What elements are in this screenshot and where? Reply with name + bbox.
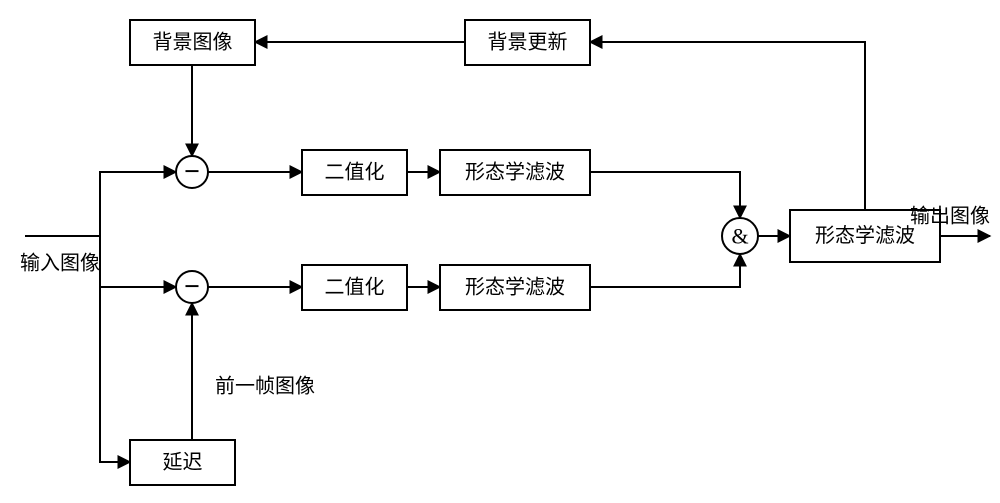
node-bgUpdate-label: 背景更新	[488, 31, 568, 54]
op-sub1: −	[176, 156, 208, 188]
node-morph3-label: 形态学滤波	[815, 224, 915, 247]
edge-input-to-sub2	[100, 236, 176, 287]
node-bgImage: 背景图像	[130, 20, 255, 65]
node-bin1: 二值化	[302, 150, 407, 195]
node-bgUpdate: 背景更新	[465, 20, 590, 65]
node-bin2: 二值化	[302, 265, 407, 310]
op-sub2-symbol: −	[184, 272, 200, 303]
edge-morph1-to-and	[590, 172, 740, 218]
node-bin1-label: 二值化	[325, 161, 385, 184]
edge-morph2-to-and	[590, 254, 740, 287]
node-morph1: 形态学滤波	[440, 150, 590, 195]
label-input: 输入图像	[20, 252, 100, 275]
op-and: &	[722, 218, 758, 254]
op-and-symbol: &	[731, 224, 748, 249]
label-prev: 前一帧图像	[215, 375, 315, 398]
edge-feedback	[590, 42, 865, 210]
node-morph2: 形态学滤波	[440, 265, 590, 310]
node-delay-label: 延迟	[163, 451, 203, 474]
edge-input-to-sub1	[100, 172, 176, 236]
label-output: 输出图像	[910, 205, 990, 228]
op-sub2: −	[176, 271, 208, 303]
op-sub1-symbol: −	[184, 157, 200, 188]
edge-input-to-delay	[100, 236, 130, 462]
node-delay: 延迟	[130, 440, 235, 485]
node-bin2-label: 二值化	[325, 276, 385, 299]
node-morph1-label: 形态学滤波	[465, 161, 565, 184]
node-morph2-label: 形态学滤波	[465, 276, 565, 299]
node-bgImage-label: 背景图像	[153, 31, 233, 54]
